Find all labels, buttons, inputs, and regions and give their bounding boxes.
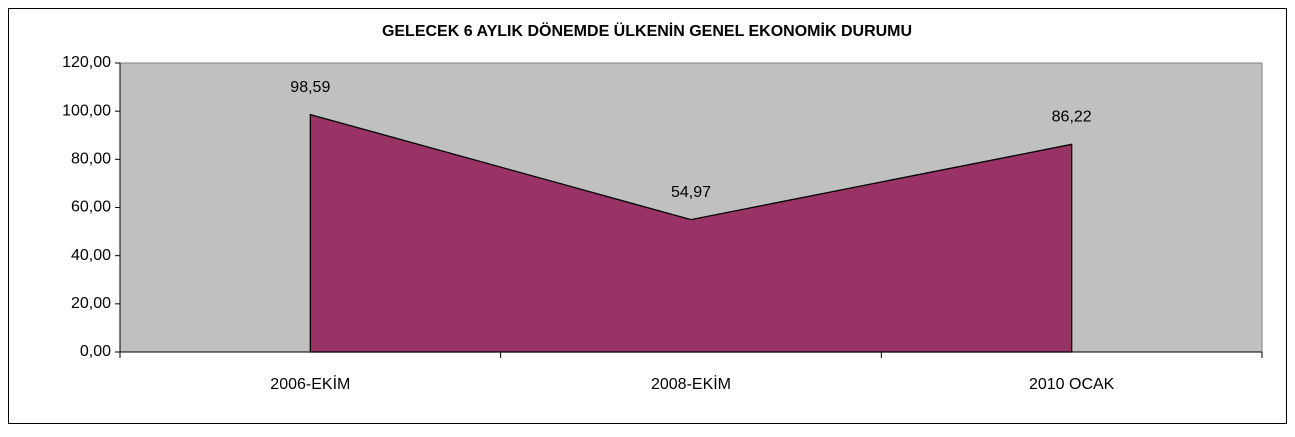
value-label: 98,59 bbox=[290, 79, 330, 96]
y-tick-label: 40,00 bbox=[71, 247, 111, 264]
y-tick-label: 100,00 bbox=[62, 102, 111, 119]
x-tick-label: 2006-EKİM bbox=[270, 374, 350, 393]
value-label: 54,97 bbox=[671, 184, 711, 201]
chart-title: GELECEK 6 AYLIK DÖNEMDE ÜLKENİN GENEL EK… bbox=[382, 21, 912, 40]
y-tick-label: 60,00 bbox=[71, 199, 111, 216]
value-label: 86,22 bbox=[1052, 109, 1092, 126]
y-tick-label: 20,00 bbox=[71, 295, 111, 312]
y-tick-label: 0,00 bbox=[80, 343, 111, 360]
x-tick-label: 2008-EKİM bbox=[651, 374, 731, 393]
x-tick-label: 2010 OCAK bbox=[1029, 376, 1115, 393]
y-tick-label: 80,00 bbox=[71, 151, 111, 168]
y-tick-label: 120,00 bbox=[62, 54, 111, 71]
